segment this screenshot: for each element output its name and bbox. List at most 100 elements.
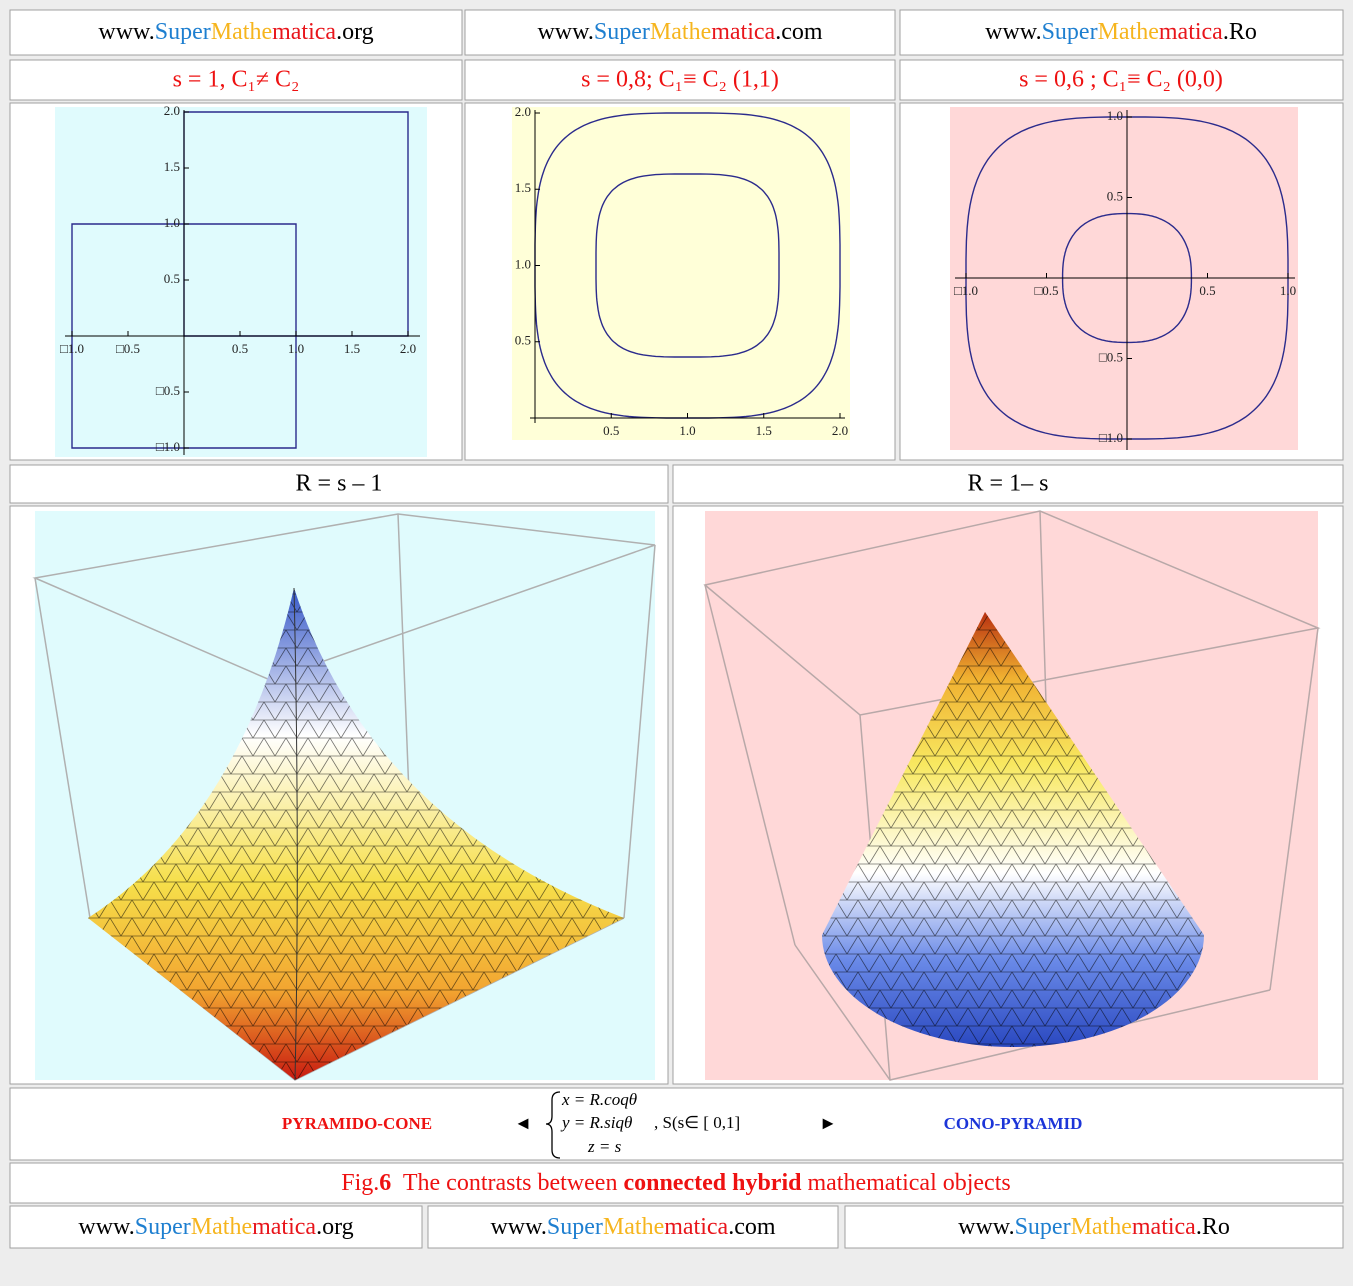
x-tick-label: 1.5 — [756, 423, 772, 438]
cell — [9, 59, 463, 101]
surface-label: R = 1– s — [968, 471, 1049, 497]
plot-background — [512, 107, 850, 440]
x-tick-label: 1.0 — [679, 423, 695, 438]
site-part: www. — [490, 1214, 546, 1240]
site-part: .com — [728, 1214, 776, 1240]
site-part: matica — [272, 19, 336, 45]
panel-label: s = 0,8; C₁≡ C₂ (1,1) — [581, 67, 779, 93]
x-tick-label: 1.5 — [344, 341, 360, 356]
site-part: .Ro — [1223, 19, 1257, 45]
cell — [9, 1162, 1344, 1204]
x-tick-label: □0.5 — [1034, 283, 1058, 298]
site-link: www.SuperMathematica.com — [537, 19, 822, 45]
x-tick-label: 2.0 — [400, 341, 416, 356]
site-part: Super — [1042, 19, 1098, 45]
y-tick-label: 0.5 — [1107, 188, 1123, 203]
x-tick-label: 0.5 — [603, 423, 619, 438]
curve — [595, 173, 780, 358]
cell — [844, 1205, 1344, 1249]
cono-pyramid-plot — [703, 510, 1321, 1081]
site-part: .org — [336, 19, 374, 45]
plot-background — [55, 107, 427, 457]
site-link: www.SuperMathematica.org — [78, 1214, 353, 1240]
site-part: Super — [155, 19, 211, 45]
y-tick-label: □1.0 — [156, 439, 180, 454]
equation: x = R.coqθ — [561, 1090, 637, 1109]
site-part: Super — [1015, 1214, 1071, 1240]
site-link: www.SuperMathematica.com — [490, 1214, 775, 1240]
cell — [672, 464, 1344, 504]
y-tick-label: 2.0 — [515, 104, 531, 119]
x-tick-label: □1.0 — [954, 283, 978, 298]
pyramido-cone-plot — [32, 511, 656, 1081]
cell — [427, 1205, 839, 1249]
x-tick-label: 0.5 — [1199, 283, 1215, 298]
y-tick-label: □0.5 — [156, 383, 180, 398]
site-part: Mathe — [191, 1214, 252, 1240]
site-part: Mathe — [1098, 19, 1159, 45]
y-tick-label: 1.5 — [164, 159, 180, 174]
equation: z = s — [587, 1137, 622, 1156]
cell — [9, 1087, 1344, 1161]
site-part: Mathe — [650, 19, 711, 45]
site-part: www. — [78, 1214, 134, 1240]
y-tick-label: 0.5 — [164, 271, 180, 286]
cell — [9, 1205, 423, 1249]
cell — [899, 59, 1344, 101]
x-tick-label: □0.5 — [116, 341, 140, 356]
x-tick-label: 2.0 — [832, 423, 848, 438]
site-part: matica — [1159, 19, 1223, 45]
right-object: CONO-PYRAMID — [944, 1114, 1083, 1133]
panel-label: s = 0,6 ; C₁≡ C₂ (0,0) — [1019, 67, 1223, 93]
site-part: www. — [537, 19, 593, 45]
y-tick-label: □1.0 — [1099, 430, 1123, 445]
caption-number: 6 — [379, 1170, 391, 1196]
surface-label: R = s – 1 — [296, 471, 383, 497]
site-part: .org — [316, 1214, 354, 1240]
y-tick-label: 2.0 — [164, 103, 180, 118]
x-tick-label: □1.0 — [60, 341, 84, 356]
site-part: matica — [711, 19, 775, 45]
site-link: www.SuperMathematica.org — [98, 19, 373, 45]
arrow: ► — [819, 1113, 837, 1133]
site-part: www. — [958, 1214, 1014, 1240]
left-object: PYRAMIDO-CONE — [282, 1114, 432, 1133]
caption-text: The contrasts between — [391, 1170, 623, 1196]
site-part: Mathe — [211, 19, 272, 45]
cell — [899, 9, 1344, 56]
site-part: Mathe — [603, 1214, 664, 1240]
x-tick-label: 1.0 — [288, 341, 304, 356]
x-tick-label: 1.0 — [1280, 283, 1296, 298]
y-tick-label: 1.0 — [164, 215, 180, 230]
cell — [9, 9, 463, 56]
site-part: matica — [1132, 1214, 1196, 1240]
equation: y = R.siqθ — [560, 1113, 632, 1132]
site-part: www. — [98, 19, 154, 45]
arrow: ◄ — [514, 1113, 532, 1133]
y-tick-label: 1.5 — [515, 180, 531, 195]
cell — [464, 9, 896, 56]
site-part: matica — [252, 1214, 316, 1240]
y-tick-label: 1.0 — [515, 256, 531, 271]
site-part: Super — [547, 1214, 603, 1240]
curve — [71, 223, 297, 449]
site-part: matica — [664, 1214, 728, 1240]
caption-prefix: Fig. — [341, 1170, 379, 1196]
y-tick-label: 1.0 — [1107, 108, 1123, 123]
site-part: Super — [135, 1214, 191, 1240]
cell — [9, 464, 669, 504]
site-part: .Ro — [1196, 1214, 1230, 1240]
brace — [545, 1091, 561, 1159]
y-tick-label: 0.5 — [515, 333, 531, 348]
caption-text: mathematical objects — [801, 1170, 1010, 1196]
y-tick-label: □0.5 — [1099, 349, 1123, 364]
site-link: www.SuperMathematica.Ro — [985, 19, 1257, 45]
panel-label: s = 1, C₁≠ C₂ — [173, 67, 300, 93]
x-tick-label: 0.5 — [232, 341, 248, 356]
site-part: .com — [775, 19, 823, 45]
site-part: Super — [594, 19, 650, 45]
caption: Fig.6 The contrasts between connected hy… — [341, 1170, 1010, 1196]
site-part: Mathe — [1071, 1214, 1132, 1240]
site-part: www. — [985, 19, 1041, 45]
